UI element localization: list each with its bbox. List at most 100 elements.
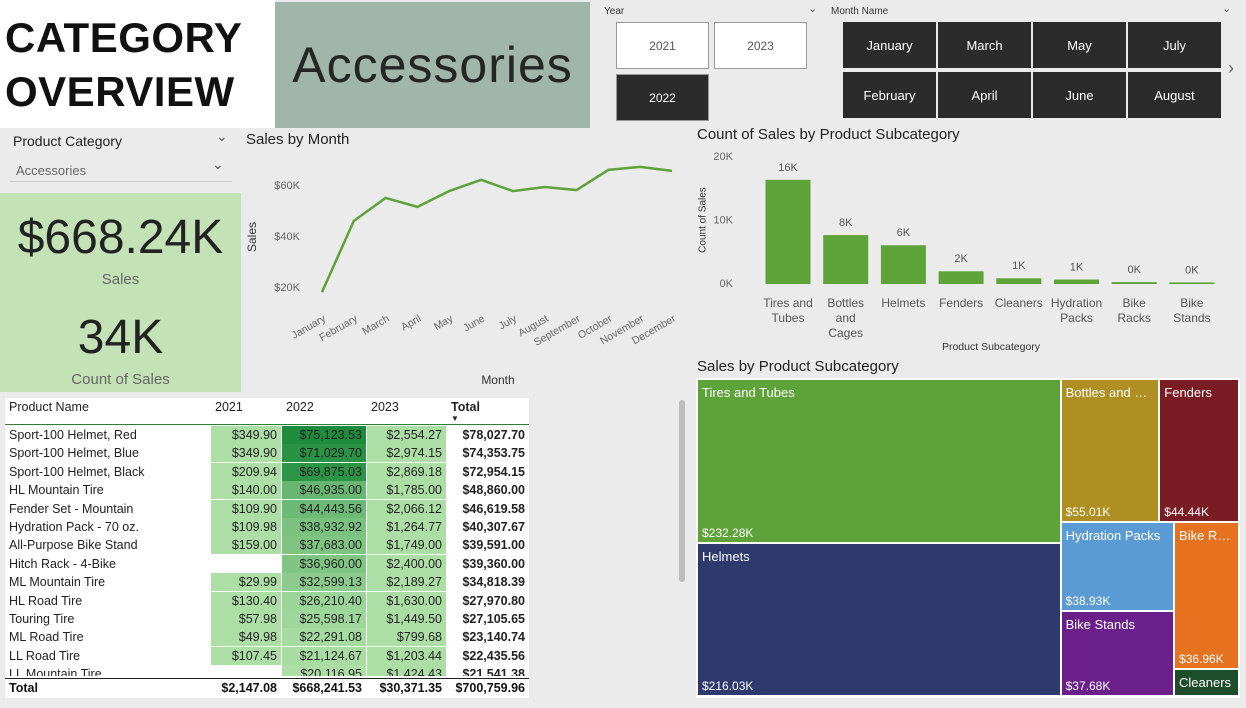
month-option[interactable]: August [1128,72,1221,118]
month-option[interactable]: July [1128,22,1221,68]
bar [938,271,984,284]
slicer-label: Product Category [13,133,122,149]
banner: Accessories [275,2,590,128]
banner-text: Accessories [292,37,573,93]
table-cell: $109.98 [211,518,281,536]
table-cell: $2,974.15 [367,444,446,463]
total-rule [5,678,529,679]
bar [880,245,926,284]
table-cell: $1,203.44 [367,646,446,665]
table-cell: $1,449.50 [367,610,446,628]
table-cell: $39,360.00 [462,556,525,571]
x-tick-label: Bike Racks [1117,296,1151,325]
tile-value: $55.01K [1065,505,1111,520]
card-value: 34K [77,311,164,364]
card-panel [0,193,241,392]
month-option[interactable]: February [843,72,936,118]
table-cell: $40,307.67 [462,520,525,534]
table-cell: $34,818.39 [462,575,525,590]
dropdown-value: Accessories [16,163,87,178]
row-label: LL Mountain Tire [9,667,102,676]
table-cell: $21,541.38 [462,667,525,676]
table-cell: $1,785.00 [367,481,446,500]
table-cell: $1,424.43 [367,665,446,676]
table-cell: $57.98 [211,610,281,628]
row-label: HL Mountain Tire [9,483,104,498]
y-tick-label: 10K [713,214,733,226]
tile-label: Bike Stands [1065,616,1135,632]
x-tick-label: August [516,313,550,340]
tile-label: Bottles and Cages [1065,385,1155,400]
bar [1054,279,1099,284]
table-cell: $49.98 [211,628,281,647]
table-cell: $48,860.00 [462,483,525,498]
row-label: HL Road Tire [9,593,83,608]
month-buttons: January February March April May June July Augu… [843,22,1221,120]
y-axis-label: Sales [245,222,259,252]
x-tick-label: March [360,313,391,338]
table-cell: $27,105.65 [462,612,525,626]
total-cell: $30,371.35 [379,681,442,695]
bar [765,179,811,284]
column-header: Total [451,400,480,414]
data-label: 8K [839,217,853,229]
month-option[interactable]: April [938,72,1031,118]
tile-value: $216.03K [702,678,754,693]
year-option[interactable]: 2023 [714,22,807,69]
line [320,165,673,293]
month-option[interactable]: March [938,22,1031,68]
y-tick-label: $60K [274,180,300,192]
tile-label: Bike Racks [1179,528,1234,544]
x-tick-label: Hydration Packs [1050,296,1103,325]
x-tick-label: June [461,313,487,335]
y-tick-label: $20K [274,282,300,294]
x-axis-label: Product Subcategory [942,341,1041,353]
treemap-tile: Bike Racks $36.96K [1175,523,1238,668]
x-tick-label: April [399,313,423,334]
chart-title: Sales by Product Subcategory [697,358,899,375]
bar [1111,282,1157,284]
y-tick-label: 20K [713,151,733,163]
month-option[interactable]: June [1033,72,1126,118]
x-tick-label: Fenders [939,296,984,310]
table-cell: $2,869.18 [367,462,446,481]
treemap-tile: Bike Stands $37.68K [1061,611,1174,695]
x-tick-label: Helmets [881,296,926,310]
x-tick-label: Cleaners [994,296,1043,310]
category-dropdown[interactable]: Accessories [10,160,232,182]
chevron: ⌄ [216,128,228,144]
table-cell: $23,140.74 [462,630,525,645]
column-header: 2022 [286,400,314,414]
scroll-arrow[interactable]: › [1228,58,1234,78]
x-tick-label: October [576,312,615,341]
table-cell: $159.00 [211,536,281,555]
year-option[interactable]: 2021 [616,22,709,69]
title-line: OVERVIEW [5,68,235,115]
table-body: Sport-100 Helmet, Red $349.90 $75,123.53 $2… [5,426,529,676]
data-label: 1K [1012,260,1026,272]
column-header: 2021 [215,400,243,414]
row-label: ML Mountain Tire [9,575,106,590]
bar [996,278,1042,284]
month-option[interactable]: January [843,22,936,68]
card-value: $668.24K [17,211,224,264]
x-tick-label: Bottles and Cages [827,296,865,340]
slicer-label: Year [604,6,625,17]
month-option[interactable]: May [1033,22,1126,68]
treemap-tile: Bottles and Cages $55.01K [1061,380,1159,522]
table-cell: $32,599.13 [282,573,366,592]
x-tick-label: Tires and Tubes [763,296,813,325]
table-cell: $130.40 [211,591,281,610]
scrollbar[interactable] [679,400,685,582]
card-label: Sales [101,271,140,288]
tile-value: $36.96K [1179,651,1224,666]
row-label: LL Road Tire [9,648,81,663]
tile-value: $232.28K [702,526,754,541]
y-tick-label: $40K [274,231,300,243]
data-label: 2K [954,253,968,265]
year-option[interactable]: 2022 [616,74,709,121]
card-label: Count of Sales [71,371,170,388]
data-label: 1K [1070,261,1084,273]
row-label: All-Purpose Bike Stand [9,538,138,553]
table-cell: $46,619.58 [462,501,525,516]
